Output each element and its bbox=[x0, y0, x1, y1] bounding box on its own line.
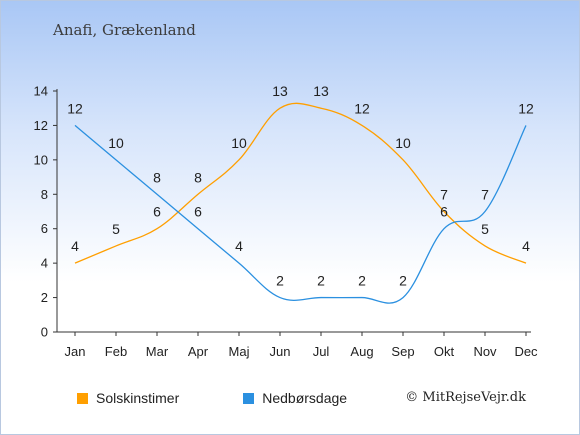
data-label-sun: 7 bbox=[440, 187, 448, 203]
x-tick-label: Apr bbox=[188, 344, 209, 359]
data-label-rain: 4 bbox=[235, 238, 243, 254]
legend-item-sun: Solskinstimer bbox=[77, 390, 179, 406]
legend: Solskinstimer Nedbørsdage bbox=[77, 390, 411, 406]
series-line-rain bbox=[74, 124, 527, 304]
series-line-sun bbox=[74, 102, 527, 264]
x-tick-label: Nov bbox=[473, 344, 497, 359]
chart-title: Anafi, Grækenland bbox=[53, 21, 196, 39]
y-tick-label: 8 bbox=[41, 187, 48, 202]
data-label-rain: 12 bbox=[67, 100, 83, 116]
data-label-sun: 5 bbox=[481, 221, 489, 237]
x-tick-label: Jun bbox=[270, 344, 291, 359]
axes: 0 2 4 6 8 10 12 14 Jan Feb Mar Apr Maj Jun Jul Aug Sep Ok… bbox=[34, 84, 539, 360]
x-tick-label: Feb bbox=[105, 344, 127, 359]
x-tick-label: Dec bbox=[514, 344, 538, 359]
data-label-rain: 2 bbox=[358, 273, 366, 289]
data-label-rain: 7 bbox=[481, 187, 489, 203]
legend-label-rain: Nedbørsdage bbox=[262, 390, 348, 406]
data-label-sun: 5 bbox=[112, 221, 120, 237]
data-label-sun: 4 bbox=[522, 238, 530, 254]
y-tick-label: 12 bbox=[34, 118, 48, 133]
legend-label-sun: Solskinstimer bbox=[96, 390, 180, 406]
data-label-sun: 6 bbox=[153, 204, 161, 220]
data-label-rain: 2 bbox=[399, 273, 407, 289]
data-label-sun: 13 bbox=[313, 83, 329, 99]
y-tick-label: 4 bbox=[41, 256, 48, 271]
data-label-sun: 10 bbox=[231, 135, 247, 151]
x-tick-label: Jul bbox=[313, 344, 330, 359]
legend-item-rain: Nedbørsdage bbox=[243, 390, 347, 406]
y-tick-label: 14 bbox=[34, 84, 48, 99]
data-label-rain: 2 bbox=[317, 273, 325, 289]
x-tick-label: Jan bbox=[65, 344, 86, 359]
x-tick-label: Mar bbox=[146, 344, 169, 359]
y-tick-label: 0 bbox=[41, 325, 48, 340]
site-credit: © MitRejseVejr.dk bbox=[405, 390, 526, 405]
y-tick-label: 2 bbox=[41, 290, 48, 305]
data-label-rain: 6 bbox=[440, 204, 448, 220]
data-label-rain: 2 bbox=[276, 273, 284, 289]
series-lines bbox=[74, 102, 527, 304]
data-label-rain: 8 bbox=[153, 169, 161, 185]
data-label-rain: 6 bbox=[194, 204, 202, 220]
data-label-sun: 12 bbox=[354, 100, 370, 116]
data-label-sun: 13 bbox=[272, 83, 288, 99]
data-label-sun: 4 bbox=[71, 238, 79, 254]
y-tick-label: 10 bbox=[34, 152, 48, 167]
x-tick-label: Sep bbox=[391, 344, 414, 359]
y-tick-label: 6 bbox=[41, 221, 48, 236]
data-label-sun: 10 bbox=[395, 135, 411, 151]
x-tick-label: Okt bbox=[434, 344, 455, 359]
data-label-rain: 10 bbox=[108, 135, 124, 151]
data-label-rain: 12 bbox=[518, 100, 534, 116]
data-label-sun: 8 bbox=[194, 169, 202, 185]
x-tick-label: Aug bbox=[350, 344, 373, 359]
legend-swatch-sun bbox=[77, 392, 88, 404]
legend-swatch-rain bbox=[243, 392, 255, 404]
x-tick-label: Maj bbox=[229, 344, 250, 359]
